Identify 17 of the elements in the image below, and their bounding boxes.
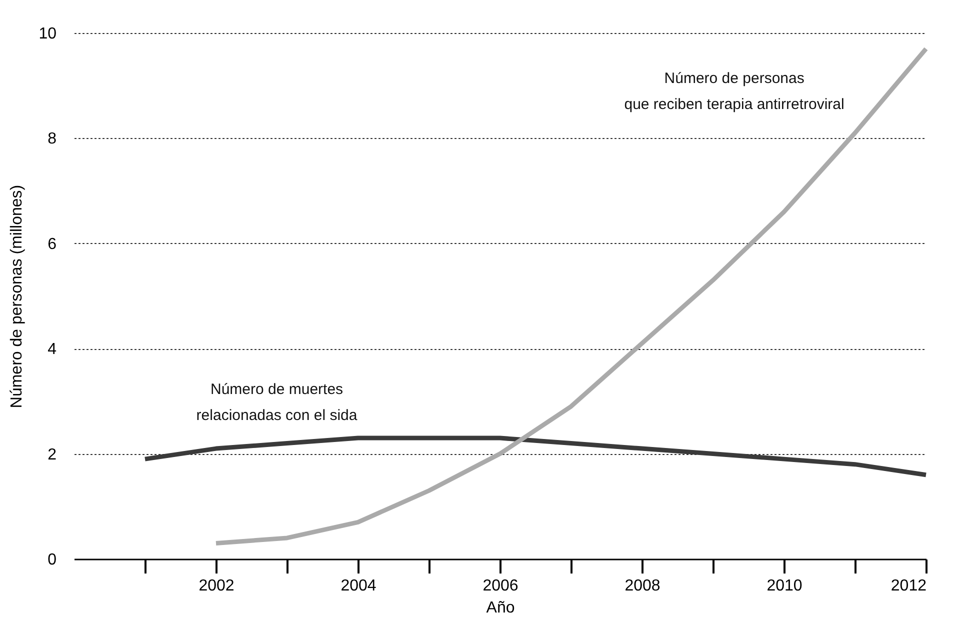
- x-tick-label: 2010: [766, 578, 802, 594]
- series-label: Número de muertes relacionadas con el sida: [196, 381, 358, 424]
- x-tick-label: 2002: [198, 578, 234, 594]
- y-tick-label: 10: [38, 26, 57, 42]
- line-series: [142, 436, 928, 478]
- y-tick-label: 8: [48, 130, 57, 148]
- y-tick-label: 0: [48, 552, 57, 568]
- x-tick-label: 2008: [624, 578, 660, 594]
- series-label: Número de personas que reciben terapia antirretroviral: [624, 70, 844, 114]
- y-tick-label: 2: [48, 446, 57, 464]
- x-tick-label: 2004: [340, 578, 376, 594]
- x-tick-label: 2006: [482, 578, 518, 594]
- x-axis-title: Año: [486, 600, 515, 616]
- y-axis-title: Número de personas (millones): [8, 184, 26, 408]
- x-tick-label: 2012: [890, 578, 927, 594]
- y-tick-label: 6: [48, 236, 57, 253]
- y-tick-label: 4: [48, 341, 57, 358]
